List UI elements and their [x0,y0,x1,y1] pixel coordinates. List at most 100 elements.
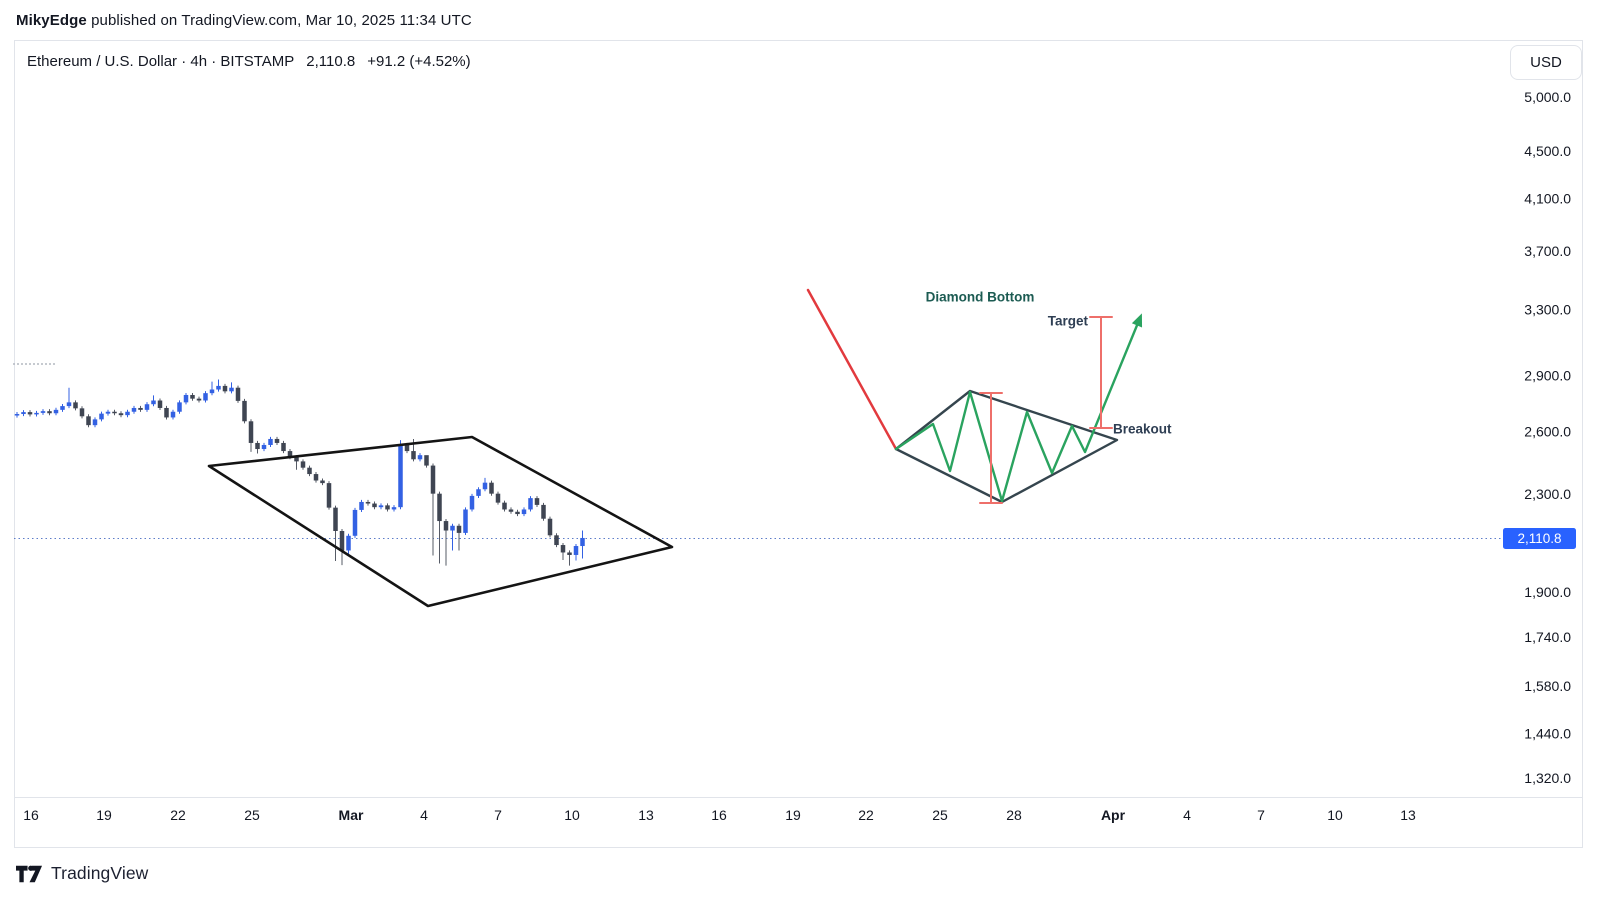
candle-body [190,394,195,399]
price-axis-label: 5,000.0 [1524,89,1571,105]
candle-body [125,411,130,416]
time-axis-label: 25 [932,807,948,823]
candle-body [424,455,429,466]
candlestick-series [14,379,585,566]
candle-body [300,461,306,468]
candle-body [27,412,33,415]
price-axis-label: 3,700.0 [1524,243,1571,259]
candle-body [502,502,507,510]
candle-body [307,467,312,475]
candle-body [268,438,273,445]
target-label: Target [1047,313,1088,329]
price-change-text: +91.2 (+4.52%) [367,53,471,70]
candle-body [339,530,345,551]
time-axis-label: 19 [785,807,801,823]
tradingview-attribution[interactable]: TradingView [16,863,148,884]
candle-body [365,501,371,504]
candle-body [580,537,585,547]
candle-body [398,444,403,508]
time-axis-label: 19 [96,807,112,823]
candle-body [489,482,494,494]
candle-body [372,503,377,508]
candle-body [417,455,423,460]
candle-body [144,404,150,410]
diamond-bottom-diagram[interactable] [806,288,1143,504]
candle-body [385,505,390,510]
time-axis-label: 22 [170,807,186,823]
tradingview-logo-icon [16,865,43,883]
time-axis-label: 16 [711,807,727,823]
candle-body [560,545,566,553]
candle-body [21,412,26,415]
candle-body [547,518,553,536]
candle-body [222,385,228,392]
candle-body [40,411,46,413]
time-axis-label: Mar [339,807,364,823]
candle-body [287,451,293,458]
candle-body [248,421,254,443]
time-axis-label: 4 [420,807,428,823]
breakout-arrow-head [1131,313,1143,328]
time-axis-label: 10 [1327,807,1343,823]
candle-body [177,402,182,412]
diamond-outline [894,389,1119,504]
target-measure [1089,316,1113,429]
candle-body [508,509,514,512]
candle-body [430,465,436,494]
time-axis-label: 13 [638,807,654,823]
candle-body [567,552,572,555]
candle-body [534,498,540,505]
price-axis-label: 2,900.0 [1524,368,1571,384]
time-axis-label: 22 [858,807,874,823]
candle-body [261,444,267,450]
time-axis-label: 16 [23,807,39,823]
price-axis-label: 2,300.0 [1524,486,1571,502]
published-text: published on TradingView.com, Mar 10, 20… [86,12,472,29]
candle-body [157,400,163,408]
chart-panel-border [14,40,1583,848]
last-price-badge: 2,110.8 [1503,528,1576,549]
candle-body [294,457,299,462]
candle-body [34,412,39,415]
candle-body [131,407,137,412]
currency-button[interactable]: USD [1510,45,1582,80]
candle-body [320,480,325,484]
time-axis[interactable]: 16 19 22 25 Mar 4 7 10 13 16 19 22 25 28 Apr 4 7 10 13 [23,807,1416,823]
time-axis-label: 7 [494,807,502,823]
price-axis[interactable]: 5,000.0 4,500.0 4,100.0 3,700.0 3,300.0 2,900… [1524,89,1571,786]
candle-body [411,451,416,460]
candle-body [53,409,59,414]
candle-body [443,521,449,531]
candle-body [554,535,559,546]
last-price-text: 2,110.8 [306,53,356,70]
author-name: MikyEdge [16,12,87,29]
candle-body [216,385,221,390]
candle-body [235,387,241,401]
candle-body [469,495,475,510]
price-axis-label: 1,580.0 [1524,678,1571,694]
time-axis-label: 25 [244,807,260,823]
candle-body [541,504,546,519]
candle-body [118,413,124,416]
diamond-bottom-label: Diamond Bottom [925,289,1035,305]
candle-body [450,525,455,531]
candle-body [79,408,85,417]
candle-body [229,387,234,392]
time-axis-label: 4 [1183,807,1191,823]
candle-body [66,402,72,407]
candle-body [164,407,169,418]
symbol-title: Ethereum / U.S. Dollar · 4h · BITSTAMP [27,53,295,70]
candle-body [14,414,20,416]
price-axis-label: 1,320.0 [1524,770,1571,786]
price-axis-label: 1,900.0 [1524,584,1571,600]
price-axis-label: 1,440.0 [1524,726,1571,742]
diamond-pattern-overlay[interactable] [207,435,674,608]
candle-body [112,411,117,414]
time-axis-label: 13 [1400,807,1416,823]
candle-body [495,493,501,503]
pattern-height-measure [979,392,1003,504]
candle-body [274,438,280,443]
candle-body [359,501,364,510]
candle-body [151,400,156,405]
